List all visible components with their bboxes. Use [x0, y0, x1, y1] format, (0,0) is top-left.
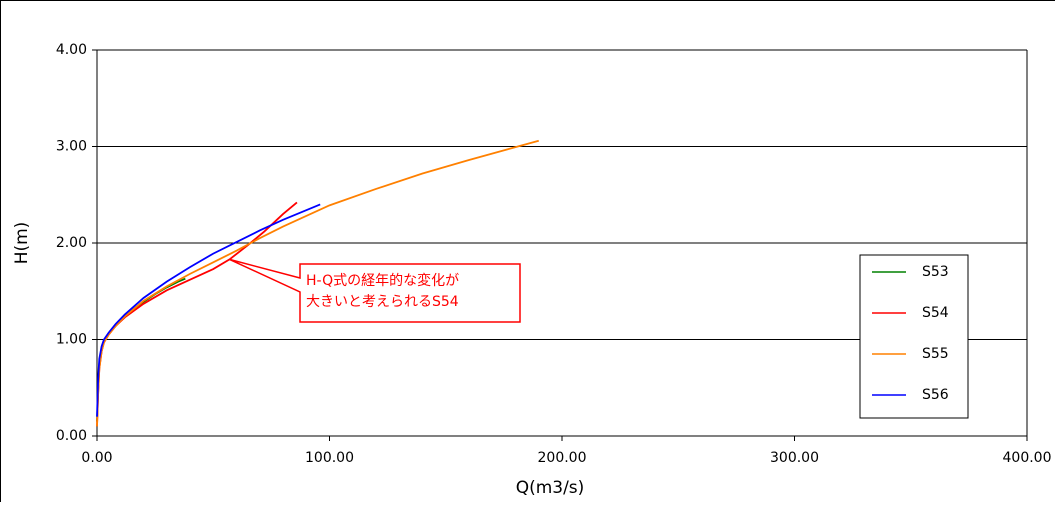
- legend-box: [860, 255, 968, 418]
- y-tick-label: 1.00: [56, 332, 87, 348]
- x-tick-label: 0.00: [81, 450, 112, 466]
- annotation-text: 大きいと考えられるS54: [306, 294, 459, 310]
- y-axis-label: H(m): [12, 222, 32, 265]
- y-tick-label: 4.00: [56, 42, 87, 58]
- x-tick-label: 400.00: [1003, 450, 1052, 466]
- annotation-text: H-Q式の経年的な変化が: [306, 272, 459, 289]
- y-tick-label: 0.00: [56, 428, 87, 444]
- legend-label: S54: [922, 305, 949, 321]
- y-tick-label: 3.00: [56, 139, 87, 155]
- x-tick-label: 200.00: [538, 450, 587, 466]
- x-tick-label: 100.00: [305, 450, 354, 466]
- x-axis-label: Q(m3/s): [516, 478, 585, 498]
- x-tick-label: 300.00: [770, 450, 819, 466]
- legend-label: S56: [922, 387, 949, 403]
- y-tick-label: 2.00: [56, 235, 87, 251]
- legend-label: S53: [922, 264, 949, 280]
- legend-label: S55: [922, 346, 949, 362]
